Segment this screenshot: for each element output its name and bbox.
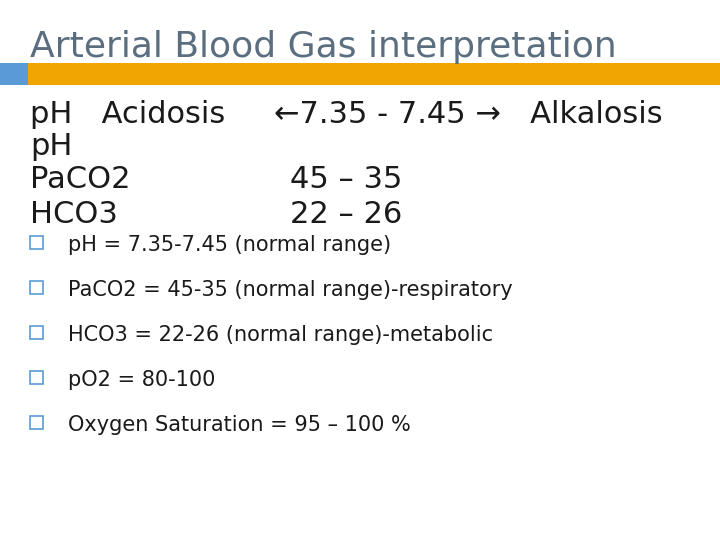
Bar — [30, 326, 43, 339]
Text: Oxygen Saturation = 95 – 100 %: Oxygen Saturation = 95 – 100 % — [68, 415, 410, 435]
Text: pH: pH — [30, 132, 73, 161]
Bar — [0, 63, 28, 85]
Text: pO2 = 80-100: pO2 = 80-100 — [68, 370, 215, 390]
Text: PaCO2: PaCO2 — [30, 165, 130, 194]
Bar — [30, 236, 43, 249]
Text: Arterial Blood Gas interpretation: Arterial Blood Gas interpretation — [30, 30, 617, 64]
Text: HCO3 = 22-26 (normal range)-metabolic: HCO3 = 22-26 (normal range)-metabolic — [68, 325, 493, 345]
Text: 22 – 26: 22 – 26 — [290, 200, 402, 229]
Bar — [28, 63, 720, 85]
Text: 45 – 35: 45 – 35 — [290, 165, 402, 194]
Bar — [30, 371, 43, 384]
Text: pH = 7.35-7.45 (normal range): pH = 7.35-7.45 (normal range) — [68, 235, 391, 255]
Text: pH   Acidosis     ←7.35 - 7.45 →   Alkalosis: pH Acidosis ←7.35 - 7.45 → Alkalosis — [30, 100, 662, 129]
Bar — [30, 281, 43, 294]
Bar — [30, 416, 43, 429]
Text: PaCO2 = 45-35 (normal range)-respiratory: PaCO2 = 45-35 (normal range)-respiratory — [68, 280, 513, 300]
Text: HCO3: HCO3 — [30, 200, 118, 229]
